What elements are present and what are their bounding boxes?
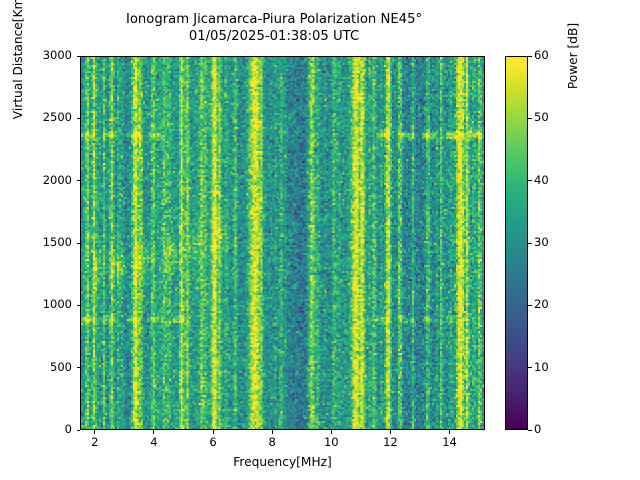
colorbar-tick-label: 30 — [534, 235, 549, 249]
x-tick-label: 8 — [268, 435, 276, 449]
y-tick-mark — [76, 304, 80, 306]
y-tick-mark — [76, 367, 80, 369]
colorbar-tick-mark — [528, 367, 532, 369]
x-tick-label: 6 — [209, 435, 217, 449]
x-tick-mark — [212, 430, 214, 434]
x-tick-mark — [389, 430, 391, 434]
colorbar — [505, 56, 528, 430]
colorbar-tick-mark — [528, 55, 532, 57]
y-tick-mark — [76, 180, 80, 182]
x-axis-label: Frequency[MHz] — [233, 455, 332, 469]
y-tick-mark — [76, 429, 80, 431]
y-tick-label: 2000 — [42, 172, 72, 187]
colorbar-tick-mark — [528, 304, 532, 306]
y-tick-label: 1500 — [42, 235, 72, 249]
colorbar-tick-label: 40 — [534, 172, 549, 187]
colorbar-tick-mark — [528, 429, 532, 431]
y-tick-mark — [76, 55, 80, 57]
x-tick-mark — [153, 430, 155, 434]
y-tick-mark — [76, 117, 80, 119]
x-tick-mark — [330, 430, 332, 434]
y-tick-label: 2500 — [42, 110, 72, 125]
x-tick-label: 2 — [91, 435, 99, 449]
x-tick-label: 12 — [383, 435, 398, 449]
heatmap-axes — [80, 56, 485, 430]
colorbar-gradient — [506, 57, 527, 429]
colorbar-tick-label: 0 — [534, 422, 542, 436]
colorbar-tick-label: 20 — [534, 297, 549, 312]
ionogram-heatmap-canvas — [81, 57, 484, 429]
y-tick-label: 1000 — [42, 297, 72, 312]
y-tick-label: 3000 — [42, 48, 72, 62]
colorbar-tick-mark — [528, 242, 532, 244]
colorbar-tick-label: 10 — [534, 359, 549, 374]
colorbar-tick-label: 60 — [534, 48, 549, 62]
y-tick-mark — [76, 242, 80, 244]
y-tick-label: 0 — [64, 422, 72, 436]
x-tick-label: 10 — [323, 435, 339, 449]
x-tick-mark — [449, 430, 451, 434]
colorbar-tick-mark — [528, 117, 532, 119]
x-tick-label: 4 — [150, 435, 158, 449]
figure-title: Ionogram Jicamarca-Piura Polarization NE… — [125, 12, 423, 44]
colorbar-tick-mark — [528, 180, 532, 182]
x-tick-mark — [94, 430, 96, 434]
colorbar-tick-label: 50 — [534, 110, 549, 125]
colorbar-label: Power [dB] — [566, 22, 580, 90]
x-tick-label: 14 — [442, 435, 457, 449]
y-tick-label: 500 — [50, 359, 72, 374]
x-tick-mark — [271, 430, 273, 434]
